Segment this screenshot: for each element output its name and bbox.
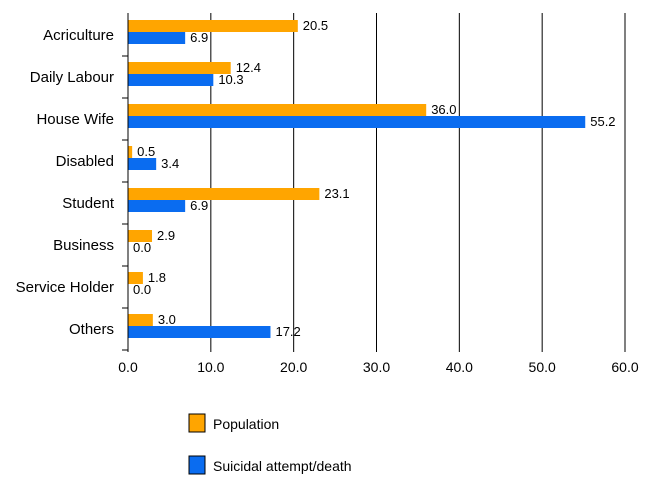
category-label: Business xyxy=(53,237,114,254)
x-tick-label: 30.0 xyxy=(363,359,390,375)
value-label: 36.0 xyxy=(431,102,456,117)
x-tick-label: 0.0 xyxy=(118,359,138,375)
category-label: House Wife xyxy=(36,111,114,128)
bar-suicidal xyxy=(128,116,586,128)
category-label: Acriculture xyxy=(43,27,114,44)
gridlines xyxy=(210,13,626,344)
x-tick-label: 40.0 xyxy=(446,359,473,375)
value-label: 0.5 xyxy=(137,144,155,159)
x-tick-label: 20.0 xyxy=(280,359,307,375)
legend-label: Suicidal attempt/death xyxy=(213,458,352,474)
bar-population xyxy=(128,146,133,158)
category-label: Daily Labour xyxy=(30,69,114,86)
bars xyxy=(128,20,586,338)
bar-population xyxy=(128,188,320,200)
value-label: 6.9 xyxy=(190,30,208,45)
value-label: 1.8 xyxy=(148,270,166,285)
value-label: 20.5 xyxy=(303,18,328,33)
legend-swatch xyxy=(188,413,206,433)
axes: 0.0 10.0 20.0 30.0 40.0 50.0 60.0 xyxy=(118,13,639,375)
value-label: 12.4 xyxy=(236,60,261,75)
x-tick-label: 50.0 xyxy=(529,359,556,375)
value-label: 0.0 xyxy=(133,282,151,297)
category-label: Student xyxy=(62,195,115,212)
legend: Population Suicidal attempt/death xyxy=(188,413,352,475)
value-label: 10.3 xyxy=(218,72,243,87)
bar-suicidal xyxy=(128,200,186,212)
bar-population xyxy=(128,62,231,74)
value-label: 17.2 xyxy=(275,324,300,339)
value-label: 6.9 xyxy=(190,198,208,213)
bar-suicidal xyxy=(128,32,186,44)
value-label: 3.0 xyxy=(158,312,176,327)
bar-suicidal xyxy=(128,158,157,170)
bar-population xyxy=(128,272,143,284)
x-tick-label: 60.0 xyxy=(611,359,638,375)
bar-suicidal xyxy=(128,326,271,338)
bar-population xyxy=(128,104,427,116)
category-label: Others xyxy=(69,321,114,338)
bar-population xyxy=(128,20,298,32)
bar-population xyxy=(128,230,153,242)
legend-swatch xyxy=(188,455,206,475)
bar-suicidal xyxy=(128,74,214,86)
x-tick-label: 10.0 xyxy=(197,359,224,375)
category-label: Service Holder xyxy=(16,279,114,296)
category-label: Disabled xyxy=(56,153,114,170)
value-label: 55.2 xyxy=(590,114,615,129)
value-label: 2.9 xyxy=(157,228,175,243)
value-label: 0.0 xyxy=(133,240,151,255)
labels: Acriculture 20.5 6.9 Daily Labour 12.410.3 Ho… xyxy=(16,18,616,339)
bar-population xyxy=(128,314,153,326)
legend-label: Population xyxy=(213,416,279,432)
value-label: 3.4 xyxy=(161,156,179,171)
value-label: 23.1 xyxy=(324,186,349,201)
